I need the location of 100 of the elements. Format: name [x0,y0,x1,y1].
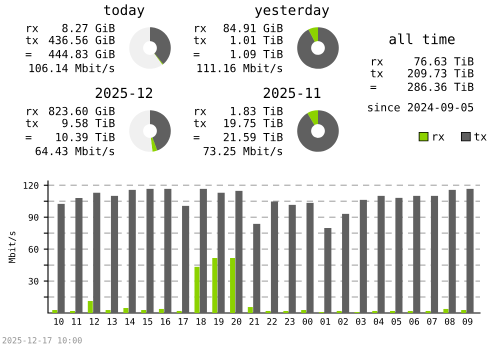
text: = 444.83 GiB [26,50,115,58]
x-tick-label: 19 [214,318,224,325]
text: rx 1.83 TiB [195,106,283,116]
x-tick-label: 18 [196,318,206,325]
bar [253,224,260,313]
donut-slice [307,110,318,126]
bar [230,258,236,313]
text: rx 8.27 GiB [27,24,115,32]
x-tick-label: 12 [90,318,99,325]
legend-label: rx [433,134,444,140]
x-tick-label: 03 [356,318,366,325]
bar [141,310,146,313]
bar [93,192,100,313]
x-tick-label: 22 [267,318,277,325]
x-tick-label: 04 [374,318,384,325]
bar [378,196,385,313]
bar [218,192,225,313]
text: rx 76.63 TiB [372,56,474,66]
text: 106.14 Mbit/s [30,64,114,74]
x-tick-label: 20 [232,318,242,325]
bar [288,204,296,313]
legend-label: tx [474,132,487,140]
bar [270,202,278,313]
text: 111.16 Mbit/s [198,64,282,74]
text: since 2024-09-05 [368,102,474,112]
bar [58,204,65,313]
x-tick-label: 11 [72,318,82,325]
x-tick-label: 00 [302,318,312,325]
bar [413,196,420,313]
x-tick-label: 23 [285,318,295,325]
donut-slice [154,53,164,65]
donut-slice [150,110,171,151]
bar [110,196,118,313]
donut-slice [129,27,162,69]
bar [430,196,438,313]
donut-slice [297,110,339,152]
bar [52,310,58,313]
bar [324,228,332,313]
bar [182,206,190,313]
y-tick-label: 30 [28,278,38,285]
text: = 21.59 TiB [194,132,283,142]
x-tick-label: 15 [143,318,152,325]
donut-slice [150,27,171,64]
bar [164,188,172,313]
text: all time [389,33,455,44]
bar [360,200,367,313]
text: tx 1.01 TiB [194,36,283,44]
x-tick-label: 13 [108,318,117,325]
text: 73.25 Mbit/s [204,146,282,156]
y-axis-title: Mbit/s [8,232,16,263]
bar [342,214,350,313]
bar [443,308,448,313]
y-tick-label: 90 [28,214,38,221]
x-tick-label: 05 [392,318,402,325]
x-tick-label: 09 [462,318,472,325]
chart-title: yesterday [255,4,330,18]
x-tick-label: 02 [338,318,348,325]
bar [88,300,93,313]
bar [301,310,306,313]
x-tick-label: 14 [125,318,135,325]
text: = 1.09 TiB [194,50,283,58]
bar [123,308,128,313]
x-tick-label: 01 [320,318,330,325]
text: tx 9.58 TiB [26,118,115,128]
bar [448,190,456,313]
chart-title: today [104,4,144,18]
bar [212,258,218,313]
x-tick-label: 08 [444,318,455,325]
donut-slice [308,27,318,42]
text: tx 436.56 GiB [26,36,115,44]
text: tx 19.75 TiB [194,118,283,128]
donut-slice [150,137,158,152]
chart-title: 2025-11 [264,88,320,98]
bar [158,308,164,313]
bar [306,202,314,313]
bar [235,190,242,313]
bar [395,198,402,313]
x-tick-label: 16 [160,318,170,325]
donut-slice [297,27,339,69]
y-tick-label: 120 [24,182,38,189]
bar [128,190,136,313]
text: = 286.36 TiB [370,82,474,92]
text: 2025-12-17 10:00 [2,337,82,344]
bar [75,198,82,313]
text: rx 84.91 GiB [195,24,283,32]
text: 64.43 Mbit/s [36,146,114,156]
bar [461,310,466,313]
bar [194,266,200,313]
y-tick-label: 60 [28,246,38,253]
text: rx 823.60 GiB [27,106,115,116]
donut-slice [129,110,152,152]
bar [146,188,154,313]
x-tick-label: 07 [427,318,437,325]
text: = 10.39 TiB [26,132,115,142]
x-tick-label: 06 [409,318,420,325]
bar [200,188,207,313]
bar [466,188,474,313]
bar [106,310,111,313]
x-tick-label: 21 [249,318,260,325]
text: tx 209.73 TiB [370,68,474,78]
